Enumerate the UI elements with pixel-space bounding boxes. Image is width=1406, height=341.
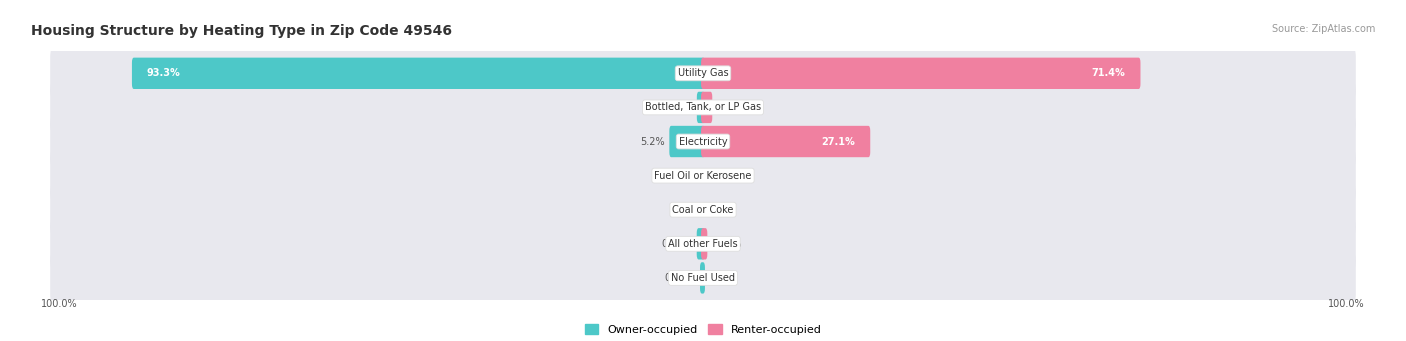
Text: Fuel Oil or Kerosene: Fuel Oil or Kerosene [654,170,752,181]
Text: Bottled, Tank, or LP Gas: Bottled, Tank, or LP Gas [645,102,761,113]
Text: Electricity: Electricity [679,136,727,147]
FancyBboxPatch shape [51,218,1355,270]
Text: 0.17%: 0.17% [665,273,696,283]
Text: 0.0%: 0.0% [710,273,734,283]
FancyBboxPatch shape [669,126,704,157]
Text: 100.0%: 100.0% [1329,299,1365,309]
Text: 0.0%: 0.0% [710,170,734,181]
Text: Housing Structure by Heating Type in Zip Code 49546: Housing Structure by Heating Type in Zip… [31,24,451,38]
FancyBboxPatch shape [697,92,704,123]
Text: 0.71%: 0.71% [662,239,692,249]
FancyBboxPatch shape [51,115,1355,168]
Text: Utility Gas: Utility Gas [678,68,728,78]
FancyBboxPatch shape [702,58,1140,89]
FancyBboxPatch shape [51,81,1355,134]
Text: 27.1%: 27.1% [821,136,855,147]
Text: 5.2%: 5.2% [640,136,665,147]
Text: Source: ZipAtlas.com: Source: ZipAtlas.com [1271,24,1375,34]
FancyBboxPatch shape [702,126,870,157]
FancyBboxPatch shape [51,47,1355,100]
Text: 0.0%: 0.0% [710,205,734,215]
Text: 1.2%: 1.2% [717,102,741,113]
FancyBboxPatch shape [700,262,704,294]
Text: 0.0%: 0.0% [672,170,696,181]
Text: 0.0%: 0.0% [672,205,696,215]
FancyBboxPatch shape [702,228,707,260]
FancyBboxPatch shape [51,183,1355,236]
Text: 93.3%: 93.3% [146,68,180,78]
Text: 0.39%: 0.39% [711,239,742,249]
FancyBboxPatch shape [697,228,704,260]
FancyBboxPatch shape [702,92,713,123]
Legend: Owner-occupied, Renter-occupied: Owner-occupied, Renter-occupied [581,320,825,339]
FancyBboxPatch shape [51,252,1355,304]
Text: 0.69%: 0.69% [662,102,692,113]
Text: No Fuel Used: No Fuel Used [671,273,735,283]
Text: Coal or Coke: Coal or Coke [672,205,734,215]
Text: 71.4%: 71.4% [1092,68,1126,78]
Text: 100.0%: 100.0% [41,299,77,309]
FancyBboxPatch shape [51,149,1355,202]
FancyBboxPatch shape [132,58,704,89]
Text: All other Fuels: All other Fuels [668,239,738,249]
